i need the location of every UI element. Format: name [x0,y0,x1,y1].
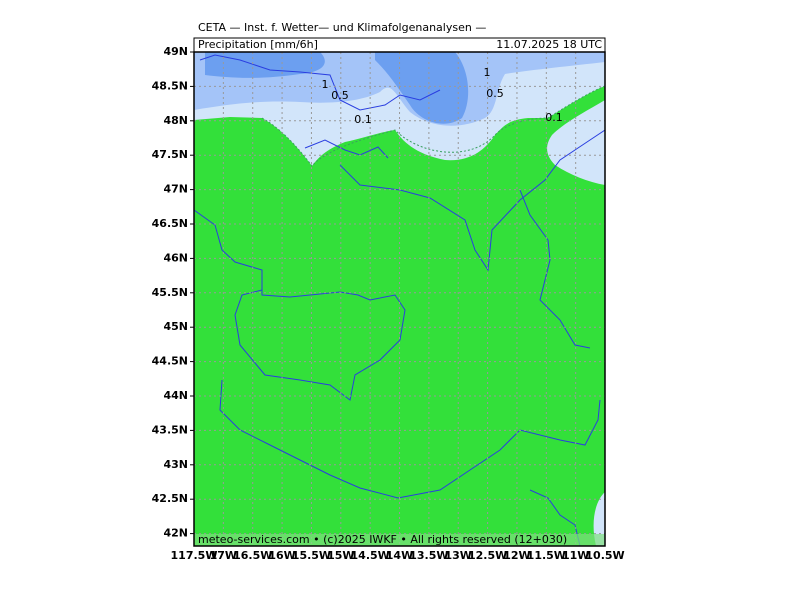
title: CETA — Inst. f. Wetter— und Klimafolgena… [198,21,486,34]
lon-label: 15.5W [292,549,331,562]
plot-frame [193,51,606,547]
lon-label: 12.5W [468,549,507,562]
contour-label: 0.5 [486,87,504,100]
precip-none [194,86,605,546]
lat-label: 48.5N [152,79,188,92]
river [529,489,581,546]
contour-label: 0.5 [331,89,349,102]
lat-label: 46.5N [152,217,188,230]
lat-label: 48N [163,114,188,127]
valid-time: 11.07.2025 18 UTC [496,38,602,51]
lon-label: 16.5W [233,549,272,562]
lat-label: 43N [163,458,188,471]
lon-label: 10.5W [585,549,624,562]
variable: Precipitation [mm/6h] [198,38,318,51]
lat-label: 42.5N [152,492,188,505]
lon-label: 117.5W [171,549,218,562]
lat-label: 43.5N [152,423,188,436]
contour-label: 0.1 [354,113,372,126]
lat-label: 45N [163,320,188,333]
contour-label: 1 [484,66,491,79]
contour-label: 0.1 [545,111,563,124]
contour-label: 1 [322,78,329,91]
lon-label: 16W [268,549,295,562]
lat-label: 45.5N [152,286,188,299]
lat-label: 47.5N [152,148,188,161]
lon-label: 17W [210,549,237,562]
lat-label: 42N [163,527,188,540]
lat-label: 49N [163,45,188,58]
footer: meteo-services.com • (c)2025 IWKF • All … [198,533,567,546]
footer-band [194,534,605,546]
lat-label: 47N [163,183,188,196]
lon-label: 11.5W [527,549,566,562]
precip-1 [375,52,469,124]
lon-label: 12W [503,549,530,562]
lon-label: 15W [327,549,354,562]
river [219,379,601,499]
lon-label: 13.5W [409,549,448,562]
lon-label: 14W [386,549,413,562]
lat-label: 44N [163,389,188,402]
river [199,54,441,111]
lat-label: 44.5N [152,355,188,368]
river [304,139,389,159]
lon-label: 14.5W [351,549,390,562]
river [519,189,591,349]
map-area: meteo-services.com • (c)2025 IWKF • All … [194,52,605,546]
lat-label: 46N [163,251,188,264]
lon-label: 13W [445,549,472,562]
lon-label: 11W [562,549,589,562]
